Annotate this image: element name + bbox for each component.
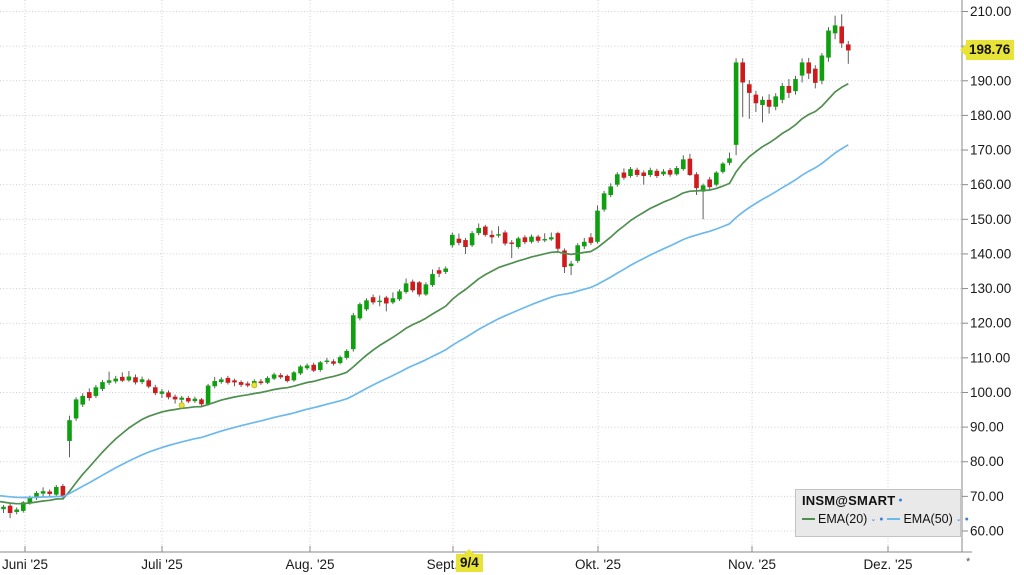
legend-item-ema20[interactable]: EMA(20) ⌄ ● bbox=[802, 512, 883, 526]
y-tick-label: 160.00 bbox=[970, 177, 1011, 192]
grid bbox=[0, 0, 962, 552]
y-tick-label: 130.00 bbox=[970, 281, 1011, 296]
event-marker-icon bbox=[251, 382, 258, 389]
y-tick-label: 110.00 bbox=[970, 350, 1010, 365]
cursor-date-tag: 9/4 bbox=[456, 549, 483, 572]
ema50-label: EMA(50) bbox=[903, 512, 953, 526]
y-tick-label: 140.00 bbox=[970, 246, 1011, 261]
x-tick-label: Okt. '25 bbox=[575, 557, 621, 572]
y-tick-label: 120.00 bbox=[970, 316, 1011, 331]
event-marker-icon bbox=[178, 402, 185, 409]
y-tick-label: 170.00 bbox=[970, 143, 1011, 158]
overlay-EMA(20) bbox=[0, 83, 849, 505]
last-price-tag: 198.76 bbox=[959, 40, 1015, 61]
y-tick-label: 60.00 bbox=[970, 524, 1004, 539]
y-tick-label: 80.00 bbox=[970, 454, 1004, 469]
y-tick-label: 180.00 bbox=[970, 108, 1011, 123]
candles bbox=[1, 14, 851, 519]
y-tick-label: 70.00 bbox=[970, 489, 1004, 504]
y-tick-label: 190.00 bbox=[970, 73, 1011, 88]
ema50-swatch-icon bbox=[887, 518, 901, 520]
x-tick-label: Nov. '25 bbox=[728, 557, 776, 572]
y-tick-label: 90.00 bbox=[970, 420, 1004, 435]
y-tick-label: 150.00 bbox=[970, 212, 1011, 227]
legend: INSM@SMART ● EMA(20) ⌄ ● EMA(50) ⌄ ● bbox=[795, 489, 969, 537]
x-tick-label: Juni '25 bbox=[2, 557, 48, 572]
x-tick-label: Aug. '25 bbox=[285, 557, 334, 572]
y-tick-label: 210.00 bbox=[970, 4, 1011, 19]
axis-footnote: * bbox=[966, 556, 971, 568]
legend-item-ema50[interactable]: EMA(50) ⌄ ● bbox=[887, 512, 969, 526]
ema20-swatch-icon bbox=[802, 518, 815, 520]
legend-symbol-label[interactable]: INSM@SMART bbox=[802, 493, 896, 508]
x-tick-label: Juli '25 bbox=[141, 557, 183, 572]
ema50-options-icon[interactable]: ⌄ bbox=[955, 515, 962, 523]
y-tick-label: 100.00 bbox=[970, 385, 1011, 400]
legend-collapse-icon[interactable]: ● bbox=[898, 497, 903, 504]
ema20-options-icon[interactable]: ⌄ bbox=[870, 515, 877, 523]
x-tick-label: Dez. '25 bbox=[863, 557, 912, 572]
ema20-label: EMA(20) bbox=[818, 512, 868, 526]
ema50-dot-icon[interactable]: ● bbox=[964, 515, 969, 523]
ema20-dot-icon[interactable]: ● bbox=[879, 515, 884, 523]
overlay-EMA(50) bbox=[0, 144, 849, 499]
